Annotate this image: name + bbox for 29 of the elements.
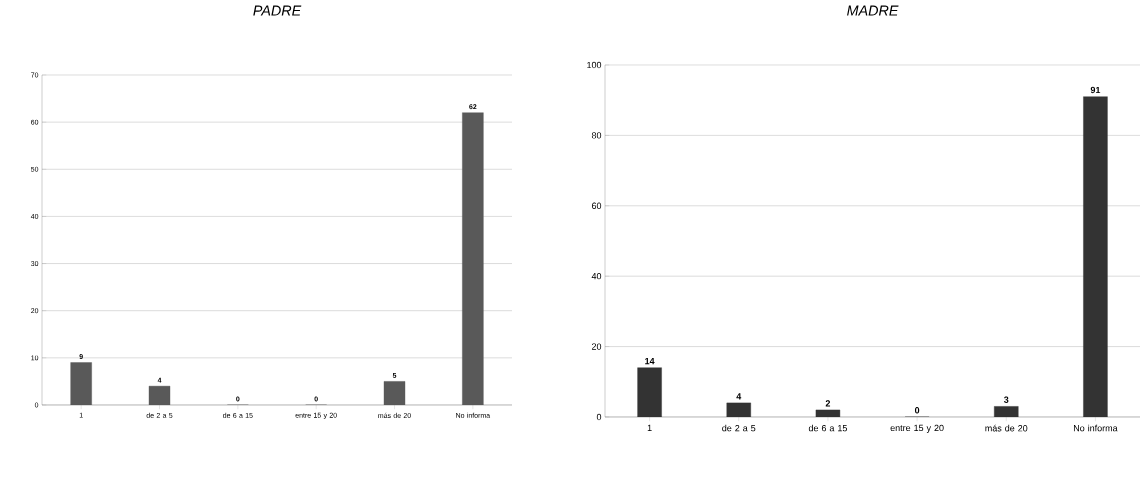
data-label: 2 — [825, 400, 831, 407]
y-tick-label: 60 — [591, 202, 602, 209]
x-tick-label: más de 20 — [985, 424, 1028, 432]
x-tick-label: 1 — [647, 424, 652, 431]
x-tick-label: No informa — [1073, 424, 1118, 432]
data-label: 14 — [645, 358, 655, 365]
data-label: 0 — [914, 407, 920, 414]
data-label: 3 — [1003, 396, 1009, 403]
bar — [637, 367, 662, 417]
chart-title: PADRE — [253, 5, 302, 16]
y-tick-label: 40 — [591, 273, 602, 280]
data-label: 4 — [736, 393, 742, 400]
x-tick-label: entre 15 y 20 — [890, 424, 944, 433]
chart-title: MADRE — [847, 5, 899, 16]
x-tick-label: de 6 a 15 — [808, 424, 847, 432]
bar — [726, 402, 751, 417]
bar — [70, 362, 92, 405]
y-tick-label: 100 — [587, 61, 602, 69]
y-tick-label: 0 — [596, 413, 602, 421]
bar — [462, 112, 484, 405]
bar — [148, 385, 171, 405]
y-tick-label: 80 — [591, 132, 602, 139]
data-label: 91 — [1090, 86, 1101, 94]
bar — [994, 406, 1019, 417]
bar — [815, 409, 841, 417]
bar — [383, 381, 406, 405]
bar — [1083, 96, 1108, 417]
x-tick-label: de 2 a 5 — [722, 424, 756, 432]
y-tick-label: 20 — [591, 343, 602, 350]
